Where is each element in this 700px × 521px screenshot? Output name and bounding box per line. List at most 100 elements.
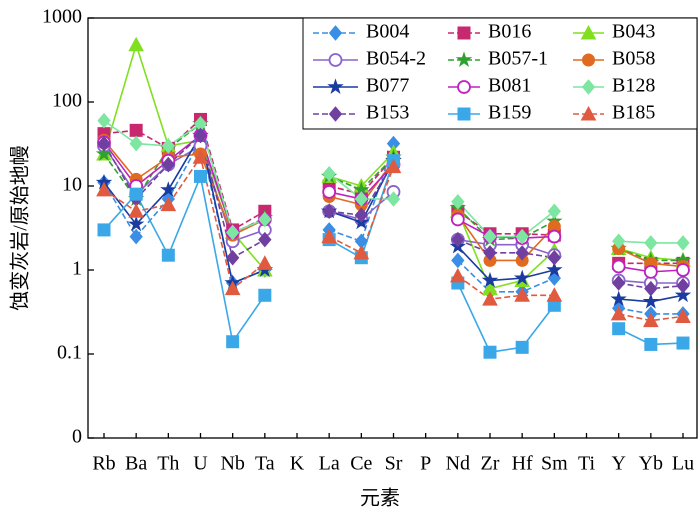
- marker: [547, 203, 561, 220]
- marker: [129, 123, 143, 137]
- series-line: [457, 201, 555, 238]
- y-tick-label: 0.1: [57, 342, 82, 364]
- marker: [97, 223, 111, 237]
- marker: [612, 322, 626, 336]
- x-tick-label: U: [193, 453, 208, 475]
- marker: [258, 231, 272, 248]
- marker: [676, 277, 690, 294]
- x-tick-label: Ce: [350, 453, 372, 475]
- marker: [226, 249, 240, 266]
- marker: [97, 112, 111, 129]
- marker: [580, 105, 597, 121]
- legend-label: B185: [612, 102, 655, 124]
- series-line: [618, 247, 683, 262]
- marker: [353, 244, 370, 260]
- marker: [483, 245, 497, 261]
- marker: [129, 228, 143, 245]
- marker: [256, 255, 273, 270]
- marker: [322, 165, 336, 182]
- marker: [322, 185, 337, 199]
- marker: [128, 203, 145, 218]
- series-line: [103, 133, 266, 259]
- series-line: [457, 238, 555, 259]
- marker: [515, 340, 529, 354]
- series-line: [103, 144, 266, 243]
- marker: [224, 280, 241, 296]
- x-tick-label: Y: [611, 453, 625, 475]
- marker: [642, 292, 660, 309]
- marker: [644, 235, 658, 251]
- marker: [513, 269, 531, 286]
- series-line: [457, 210, 555, 290]
- marker: [457, 107, 471, 121]
- marker: [481, 271, 499, 288]
- marker: [483, 345, 497, 359]
- marker: [457, 80, 471, 94]
- legend-label: B081: [488, 75, 531, 97]
- series-line: [103, 173, 266, 344]
- series-line: [457, 246, 555, 282]
- series-line: [103, 138, 266, 285]
- marker: [354, 207, 368, 223]
- marker: [451, 252, 465, 269]
- marker: [321, 228, 338, 244]
- x-tick-label: K: [290, 453, 305, 475]
- marker: [129, 135, 143, 152]
- marker: [322, 203, 336, 220]
- marker: [386, 191, 401, 207]
- legend-label: B043: [612, 21, 655, 43]
- marker: [674, 286, 692, 303]
- marker: [676, 336, 690, 350]
- marker: [547, 229, 562, 244]
- marker: [515, 245, 529, 261]
- y-tick-label: 0: [72, 426, 82, 448]
- marker: [514, 287, 531, 302]
- marker: [95, 145, 113, 161]
- legend-label: B058: [612, 48, 655, 70]
- marker: [328, 53, 343, 67]
- marker: [642, 312, 659, 328]
- legend-label: B159: [488, 102, 531, 124]
- y-tick-label: 1000: [42, 6, 82, 28]
- marker: [483, 228, 497, 245]
- legend-label: B057-1: [488, 48, 548, 70]
- series-line: [328, 156, 395, 191]
- x-tick-label: Rb: [92, 453, 115, 475]
- series-line: [328, 156, 395, 196]
- x-tick-label: La: [319, 453, 340, 475]
- marker: [226, 335, 240, 349]
- legend-label: B016: [488, 21, 531, 43]
- y-axis-label: 蚀变灰岩/原始地幔: [9, 145, 32, 311]
- marker: [96, 181, 112, 197]
- series-line: [457, 282, 555, 354]
- series-line: [457, 214, 555, 262]
- series-line: [457, 210, 555, 236]
- marker: [449, 267, 466, 283]
- series-line: [103, 42, 266, 271]
- x-tick-label: Ba: [125, 453, 147, 475]
- marker: [128, 36, 145, 52]
- marker: [328, 106, 343, 122]
- marker: [129, 187, 143, 201]
- marker: [194, 169, 207, 183]
- y-tick-label: 100: [52, 90, 82, 112]
- series-line: [457, 207, 555, 241]
- x-tick-label: Yb: [639, 453, 663, 475]
- series-line: [457, 238, 555, 256]
- marker: [226, 224, 240, 241]
- marker: [612, 233, 626, 250]
- x-tick-label: Zr: [481, 453, 500, 475]
- marker: [612, 275, 626, 291]
- x-tick-label: Ti: [578, 453, 596, 475]
- legend-label: B153: [366, 102, 409, 124]
- marker: [258, 288, 272, 302]
- marker: [610, 290, 627, 307]
- marker: [192, 149, 209, 164]
- x-tick-label: Sr: [385, 453, 403, 475]
- marker: [582, 53, 595, 67]
- marker: [675, 308, 691, 323]
- marker: [258, 211, 272, 228]
- marker: [385, 158, 402, 174]
- marker: [457, 26, 471, 40]
